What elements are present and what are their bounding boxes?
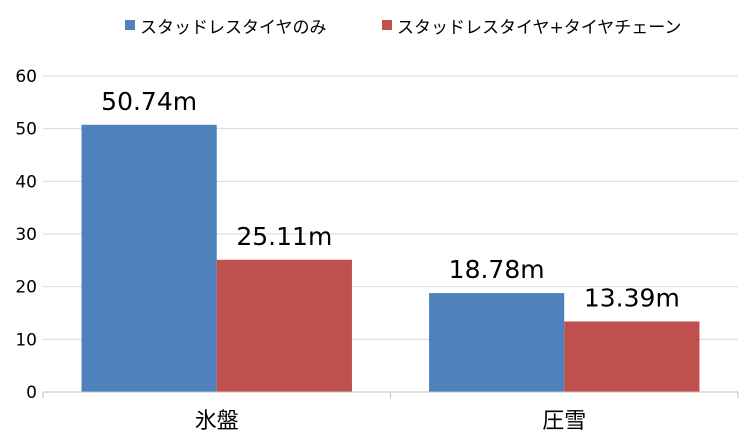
data-labels: 50.74m 25.11m 18.78m 13.39m	[101, 87, 680, 313]
x-category-label: 氷盤	[195, 409, 239, 434]
bar-series-2	[216, 259, 352, 392]
legend-swatch-series-2	[382, 20, 392, 30]
legend: スタッドレスタイヤのみ スタッドレスタイヤ+タイヤチェーン	[125, 18, 681, 38]
bar-series-1	[429, 293, 565, 392]
bars	[81, 124, 700, 392]
y-tick-label: 60	[15, 67, 37, 87]
data-label: 13.39m	[584, 283, 680, 312]
legend-swatch-series-1	[125, 20, 135, 30]
x-axis-category-labels: 氷盤 圧雪	[195, 409, 587, 434]
legend-label-series-2: スタッドレスタイヤ+タイヤチェーン	[397, 18, 681, 38]
y-tick-label: 30	[15, 225, 37, 245]
legend-label-series-1: スタッドレスタイヤのみ	[140, 18, 327, 38]
y-tick-label: 40	[15, 172, 37, 192]
data-label: 50.74m	[101, 87, 197, 116]
y-tick-label: 10	[15, 330, 37, 350]
y-axis-tick-labels: 0 10 20 30 40 50 60	[15, 67, 37, 403]
y-tick-label: 50	[15, 120, 37, 140]
data-label: 18.78m	[449, 255, 545, 284]
y-tick-label: 0	[26, 383, 37, 403]
data-label: 25.11m	[236, 222, 332, 251]
bar-series-2	[564, 321, 700, 392]
x-category-label: 圧雪	[542, 409, 586, 434]
y-tick-label: 20	[15, 278, 37, 298]
bar-series-1	[81, 124, 217, 392]
x-axis	[42, 391, 739, 398]
